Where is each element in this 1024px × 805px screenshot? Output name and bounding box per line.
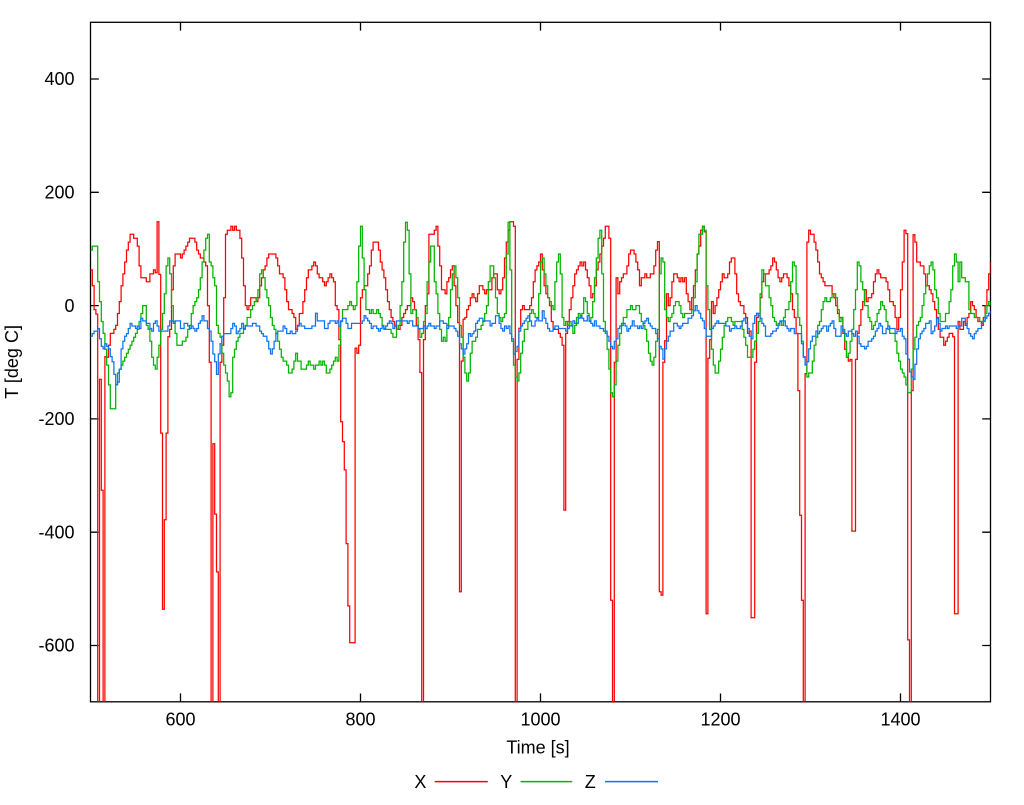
svg-text:X: X bbox=[414, 772, 426, 792]
svg-text:600: 600 bbox=[165, 709, 195, 729]
svg-text:200: 200 bbox=[44, 183, 74, 203]
svg-text:T [deg C]: T [deg C] bbox=[2, 325, 22, 399]
svg-text:1400: 1400 bbox=[880, 709, 920, 729]
svg-text:-200: -200 bbox=[38, 409, 74, 429]
svg-text:Z: Z bbox=[585, 772, 596, 792]
svg-text:400: 400 bbox=[44, 69, 74, 89]
svg-text:1200: 1200 bbox=[700, 709, 740, 729]
svg-text:Y: Y bbox=[500, 772, 512, 792]
svg-text:1000: 1000 bbox=[520, 709, 560, 729]
svg-text:800: 800 bbox=[345, 709, 375, 729]
svg-text:-400: -400 bbox=[38, 522, 74, 542]
svg-text:0: 0 bbox=[64, 296, 74, 316]
svg-text:-600: -600 bbox=[38, 636, 74, 656]
svg-text:Time [s]: Time [s] bbox=[506, 738, 569, 758]
